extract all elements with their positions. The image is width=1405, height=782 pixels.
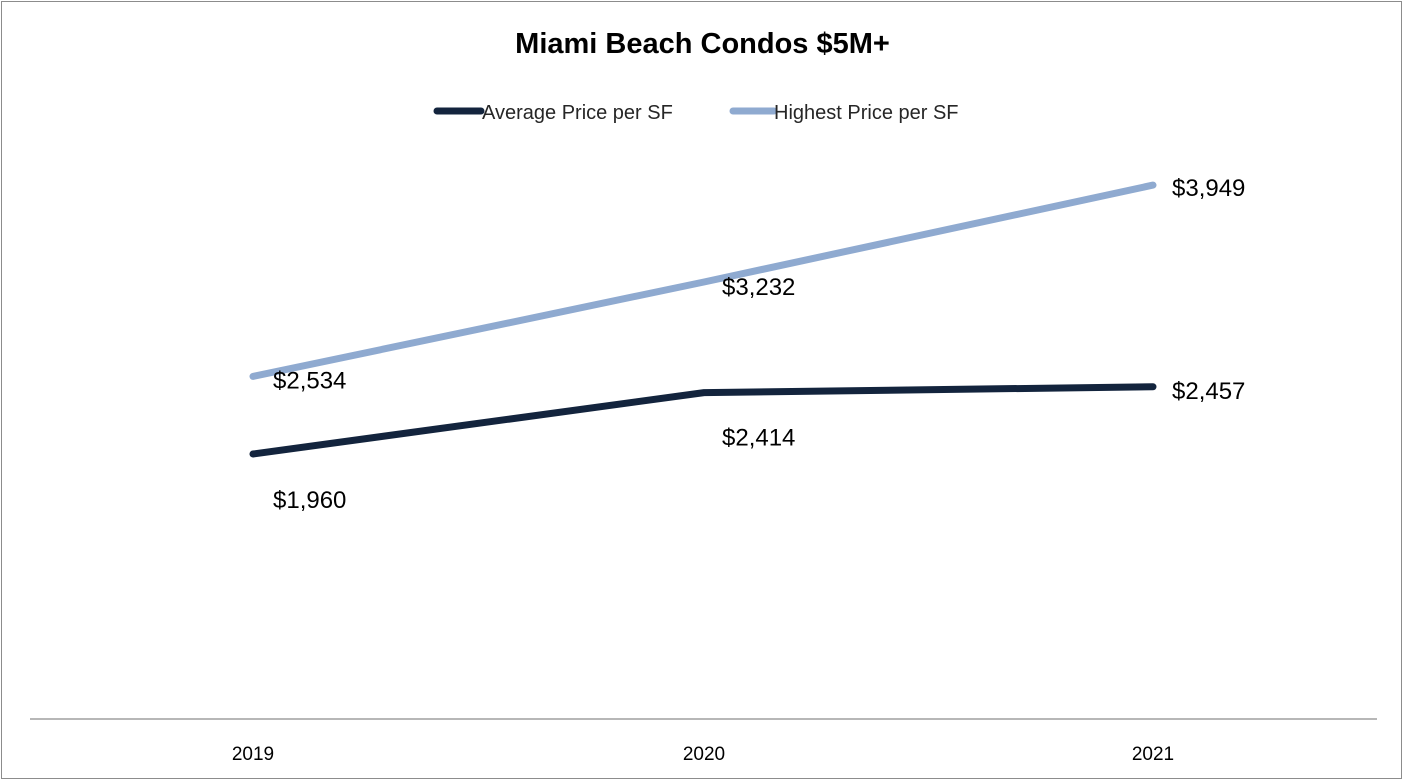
data-label-s1-2021: $2,457 [1172, 378, 1245, 405]
data-labels: $1,960 $2,414 $2,457 $2,534 $3,232 $3,949 [273, 175, 1245, 514]
legend-label-2: Highest Price per SF [774, 102, 959, 124]
data-label-s2-2021: $3,949 [1172, 175, 1245, 202]
legend-label-1: Average Price per SF [482, 102, 673, 124]
x-tick-2021: 2021 [1132, 744, 1174, 765]
x-tick-labels: 2019 2020 2021 [232, 744, 1174, 765]
series-line-1 [249, 383, 1157, 458]
series-line-2 [249, 181, 1157, 380]
data-label-s1-2020: $2,414 [722, 425, 795, 452]
chart-legend: Average Price per SF Highest Price per SF [433, 102, 959, 124]
series-layer [249, 181, 1157, 458]
x-tick-2020: 2020 [683, 744, 725, 765]
x-tick-2019: 2019 [232, 744, 274, 765]
chart-title: Miami Beach Condos $5M+ [515, 28, 890, 60]
data-label-s1-2019: $1,960 [273, 487, 346, 514]
data-label-s2-2020: $3,232 [722, 274, 795, 301]
data-label-s2-2019: $2,534 [273, 367, 346, 394]
